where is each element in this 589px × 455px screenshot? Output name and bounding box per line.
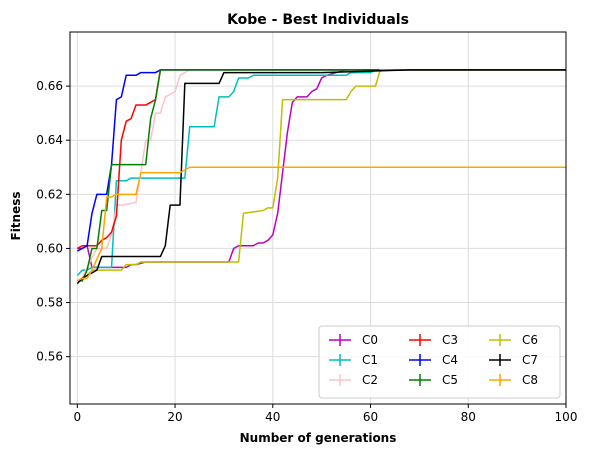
chart-title: Kobe - Best Individuals xyxy=(227,12,409,28)
x-tick-label: 100 xyxy=(555,410,578,424)
y-tick-label: 0.64 xyxy=(36,133,63,147)
legend-label: C3 xyxy=(442,333,458,347)
y-tick-label: 0.62 xyxy=(36,187,63,201)
y-tick-label: 0.66 xyxy=(36,79,63,93)
x-tick-label: 40 xyxy=(265,410,280,424)
legend-label: C1 xyxy=(362,353,378,367)
x-tick-label: 60 xyxy=(363,410,378,424)
series-line-c6 xyxy=(76,69,566,282)
legend-entry-c5: C5 xyxy=(409,373,458,387)
series-line-c1 xyxy=(76,69,566,276)
legend-label: C2 xyxy=(362,373,378,387)
legend-entry-c4: C4 xyxy=(409,353,458,367)
legend-label: C6 xyxy=(522,333,538,347)
y-tick-label: 0.56 xyxy=(36,350,63,364)
axis-ticks: 0 20 40 60 80 100 0.56 0.58 0.60 0.62 0.64 0.66 xyxy=(36,79,577,424)
x-tick-label: 80 xyxy=(461,410,476,424)
legend-entry-c8: C8 xyxy=(489,373,538,387)
series-line-c7 xyxy=(76,69,566,285)
legend-label: C8 xyxy=(522,373,538,387)
legend-label: C0 xyxy=(362,333,378,347)
legend-entry-c7: C7 xyxy=(489,353,538,367)
x-axis-title: Number of generations xyxy=(240,431,397,445)
legend: C0 C1 C2 C3 C4 C5 C6 C7 C8 xyxy=(318,325,561,399)
legend-entry-c0: C0 xyxy=(329,333,378,347)
legend-label: C7 xyxy=(522,353,538,367)
legend-label: C5 xyxy=(442,373,458,387)
series-lines xyxy=(76,69,566,285)
series-line-c5 xyxy=(77,69,566,282)
plot-area-frame xyxy=(69,31,567,405)
x-tick-label: 0 xyxy=(74,410,82,424)
y-tick-label: 0.58 xyxy=(36,296,63,310)
y-axis-title: Fitness xyxy=(9,191,23,240)
series-line-c3 xyxy=(76,69,566,250)
x-tick-label: 20 xyxy=(167,410,182,424)
series-line-c8 xyxy=(76,166,566,282)
legend-label: C4 xyxy=(442,353,458,367)
y-tick-label: 0.60 xyxy=(36,241,63,255)
series-line-c4 xyxy=(76,69,566,252)
legend-entry-c6: C6 xyxy=(489,333,538,347)
legend-entry-c3: C3 xyxy=(409,333,458,347)
series-line-c2 xyxy=(76,69,566,282)
legend-entry-c1: C1 xyxy=(329,353,378,367)
legend-entry-c2: C2 xyxy=(329,373,378,387)
